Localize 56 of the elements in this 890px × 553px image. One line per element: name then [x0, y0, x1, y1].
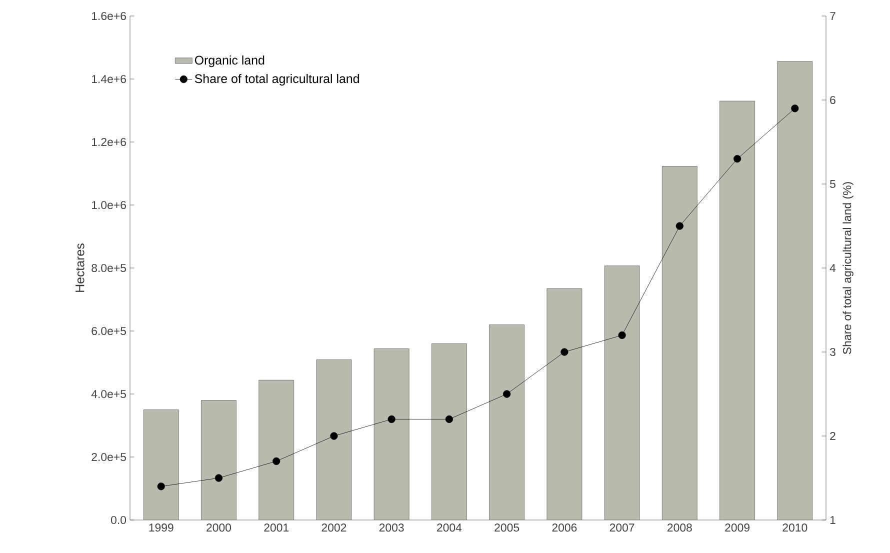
bar	[316, 359, 352, 520]
bar	[546, 288, 582, 520]
bar	[489, 324, 525, 520]
y2-tick-label: 1	[830, 516, 836, 524]
point	[618, 331, 626, 339]
y-tick-label: 2.0e+5	[92, 452, 126, 462]
x-tick-label: 2003	[379, 524, 404, 532]
point	[676, 222, 684, 230]
y2-tick-label: 3	[830, 348, 836, 356]
bar	[201, 400, 236, 520]
y2-tick-label: 5	[830, 180, 836, 188]
point	[272, 457, 280, 465]
x-tick-label: 2010	[782, 524, 808, 532]
y2-tick-label: 4	[830, 264, 836, 272]
point	[445, 415, 453, 423]
x-tick-label: 2004	[437, 524, 462, 532]
point	[733, 155, 742, 163]
point	[157, 482, 165, 490]
y2-tick-label: 2	[830, 432, 836, 440]
y-tick-label: 0.0	[111, 516, 126, 524]
point	[503, 390, 511, 398]
x-tick-label: 2001	[264, 524, 289, 532]
bar	[431, 343, 467, 520]
bar	[777, 61, 813, 520]
bar	[143, 410, 179, 520]
x-tick-label: 2009	[725, 524, 750, 532]
x-tick-label: 2005	[494, 524, 520, 532]
y-tick-label: 1.6e+6	[92, 12, 126, 20]
y-tick-label: 8.0e+5	[92, 264, 126, 272]
point	[330, 432, 338, 440]
y2-axis-title: Share of total agricultural land (%)	[842, 182, 854, 354]
y-tick-label: 1.2e+6	[92, 138, 126, 146]
point	[560, 348, 568, 356]
y-tick-label: 6.0e+5	[92, 326, 126, 336]
bar	[720, 100, 755, 520]
x-tick-label: 2008	[667, 524, 692, 532]
bar	[374, 348, 410, 520]
x-tick-label: 1999	[149, 524, 174, 532]
x-tick-label: 2006	[552, 524, 577, 532]
y-axis-title: Hectares	[76, 244, 84, 292]
x-tick-label: 2007	[610, 524, 634, 532]
x-tick-label: 2002	[322, 524, 346, 532]
legend-label: Organic land	[194, 55, 264, 68]
y-tick-label: 4.0e+5	[91, 390, 126, 398]
bar	[662, 166, 698, 520]
y-tick-label: 1.0e+6	[92, 200, 126, 210]
point	[388, 415, 396, 423]
legend-label: Share of total agricultural land	[194, 74, 359, 86]
y-tick-label: 1.4e+6	[92, 74, 126, 84]
bar	[258, 380, 294, 520]
point	[214, 474, 223, 482]
x-tick-label: 2000	[206, 524, 232, 532]
point	[791, 104, 799, 112]
bar	[604, 266, 640, 520]
y2-tick-label: 7	[830, 12, 836, 20]
y2-tick-label: 6	[830, 96, 836, 104]
